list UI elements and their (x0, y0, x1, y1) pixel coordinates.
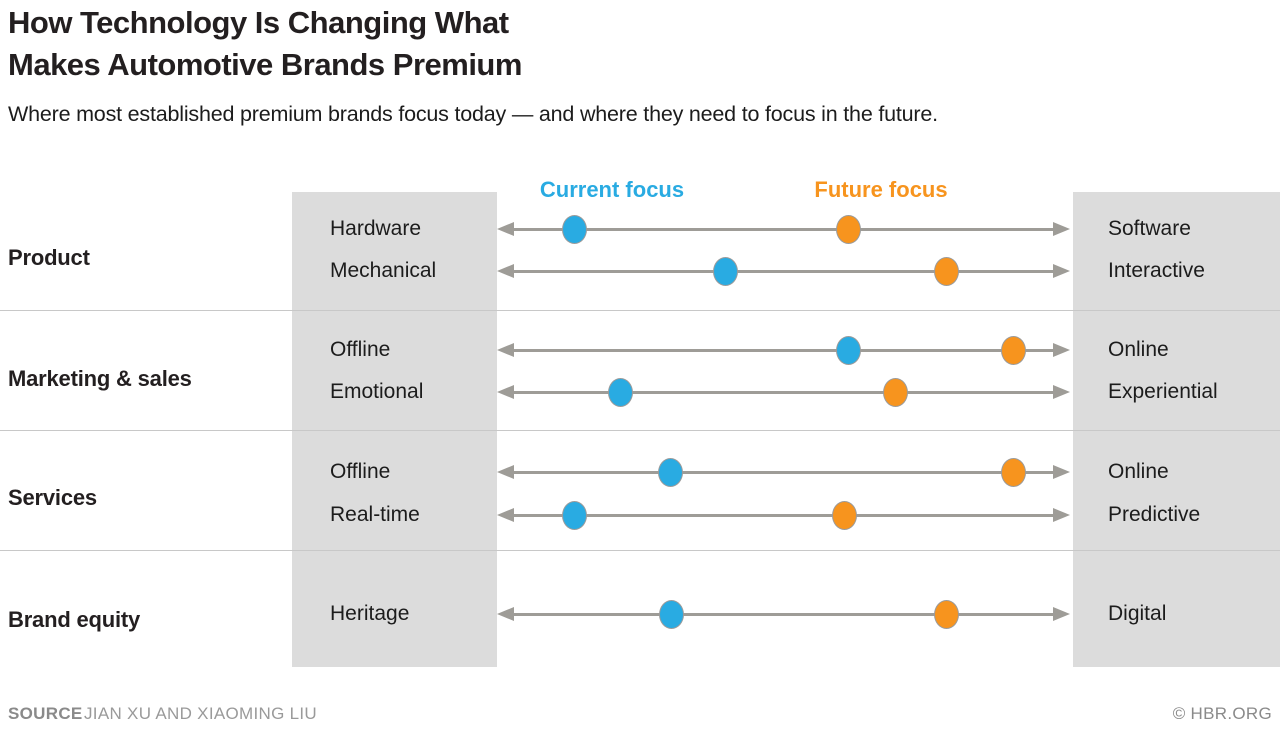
future-focus-dot (832, 500, 858, 530)
current-focus-dot (712, 256, 738, 286)
future-focus-dot (882, 377, 908, 407)
arrow-right-icon (1053, 607, 1070, 621)
axis-arrow-line (510, 269, 1057, 273)
arrow-left-icon (497, 222, 514, 236)
row-right-label: Software (1108, 217, 1191, 240)
row-right-label: Online (1108, 460, 1169, 483)
source-text: JIAN XU AND XIAOMING LIU (84, 704, 317, 723)
chart-subtitle: Where most established premium brands fo… (8, 102, 938, 126)
right-pole-panel (1073, 192, 1280, 667)
row-right-label: Interactive (1108, 259, 1205, 282)
row-left-label: Real-time (330, 503, 420, 526)
axis-arrow-line (510, 513, 1057, 517)
current-focus-dot (562, 500, 588, 530)
row-left-label: Hardware (330, 217, 422, 240)
current-focus-dot (607, 377, 633, 407)
chart-title: How Technology Is Changing What Makes Au… (8, 5, 522, 82)
arrow-right-icon (1053, 222, 1070, 236)
credit-hbr: © HBR.ORG (1172, 704, 1272, 723)
axis-arrow-line (510, 470, 1057, 474)
row-right-label: Online (1108, 338, 1169, 361)
row-right-label: Predictive (1108, 503, 1201, 526)
arrow-right-icon (1053, 508, 1070, 522)
row-left-label: Offline (330, 338, 391, 361)
arrow-right-icon (1053, 385, 1070, 399)
arrow-right-icon (1053, 343, 1070, 357)
category-label: Product (8, 245, 90, 270)
arrow-left-icon (497, 508, 514, 522)
footer: SOURCE JIAN XU AND XIAOMING LIU © HBR.OR… (0, 704, 1280, 729)
legend-future-focus: Future focus (814, 177, 948, 202)
current-focus-dot (562, 214, 588, 244)
category-label: Services (8, 485, 97, 510)
future-focus-dot (1000, 335, 1026, 365)
category-label: Brand equity (8, 607, 141, 632)
category-label: Marketing & sales (8, 366, 192, 391)
current-focus-dot (835, 335, 861, 365)
axis-arrow-line (510, 348, 1057, 352)
legend-current-focus: Current focus (539, 177, 685, 202)
axis-arrow-line (510, 227, 1057, 231)
row-right-label: Experiential (1108, 380, 1218, 403)
current-focus-dot (657, 457, 683, 487)
arrow-left-icon (497, 465, 514, 479)
axis-arrow-line (510, 390, 1057, 394)
future-focus-dot (835, 214, 861, 244)
current-focus-dot (659, 599, 685, 629)
section-divider (0, 310, 1280, 311)
source-label: SOURCE (8, 704, 83, 723)
section-divider (0, 550, 1280, 551)
row-left-label: Heritage (330, 602, 410, 625)
row-right-label: Digital (1108, 602, 1167, 625)
arrow-left-icon (497, 607, 514, 621)
section-divider (0, 430, 1280, 431)
future-focus-dot (934, 599, 960, 629)
row-left-label: Emotional (330, 380, 424, 403)
left-pole-panel (292, 192, 497, 667)
arrow-right-icon (1053, 465, 1070, 479)
future-focus-dot (1001, 457, 1027, 487)
row-left-label: Mechanical (330, 259, 437, 282)
axis-arrow-line (510, 612, 1057, 616)
arrow-right-icon (1053, 264, 1070, 278)
arrow-left-icon (497, 385, 514, 399)
arrow-left-icon (497, 264, 514, 278)
row-left-label: Offline (330, 460, 391, 483)
future-focus-dot (934, 256, 960, 286)
arrow-left-icon (497, 343, 514, 357)
